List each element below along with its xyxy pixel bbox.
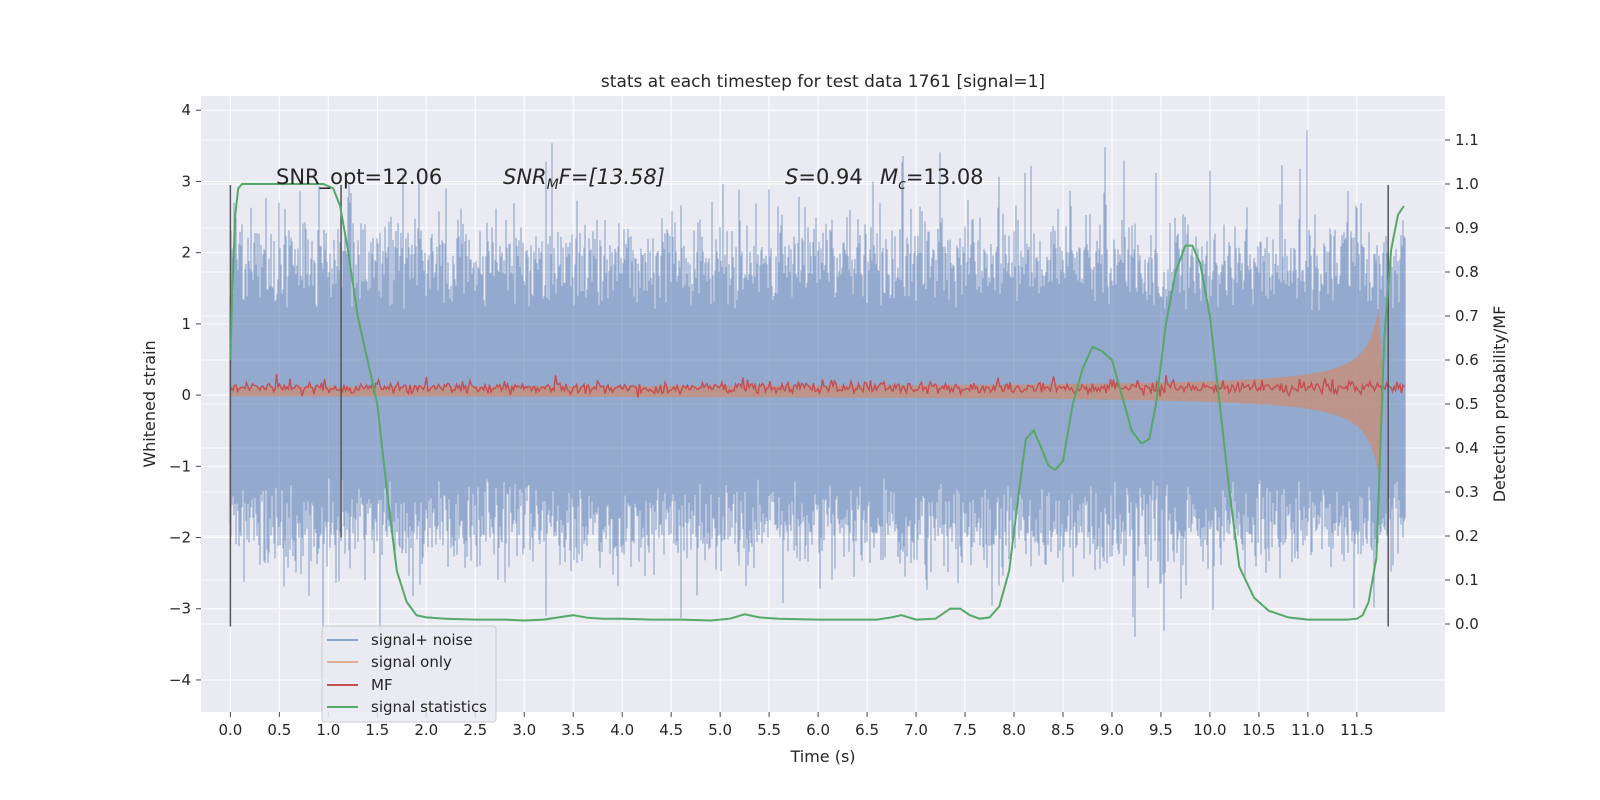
x-tick-label: 4.0 xyxy=(610,721,634,739)
y-left-tick-label: 3 xyxy=(181,172,191,190)
x-tick-label: 7.5 xyxy=(953,721,977,739)
y-right-tick-label: 0.4 xyxy=(1455,439,1479,457)
y-right-tick-label: 0.1 xyxy=(1455,571,1479,589)
y-right-tick-label: 1.1 xyxy=(1455,131,1479,149)
statistics-trace xyxy=(229,183,1405,622)
x-tick-label: 5.0 xyxy=(708,721,732,739)
x-tick-label: 9.0 xyxy=(1100,721,1124,739)
mf-trace xyxy=(229,374,1406,398)
x-tick-label: 0.0 xyxy=(218,721,242,739)
annotation-snr-mf: SNRMF=[13.58] xyxy=(503,165,665,193)
x-tick-label: 2.5 xyxy=(463,721,487,739)
y-left-tick-label: −1 xyxy=(169,457,191,475)
window-lines xyxy=(229,185,1389,627)
y-right-tick-label: 0.9 xyxy=(1455,219,1479,237)
y-left-tick-label: −3 xyxy=(169,600,191,618)
x-tick-label: 3.5 xyxy=(561,721,585,739)
chart-title: stats at each timestep for test data 176… xyxy=(601,72,1045,92)
legend-label-noise: signal+ noise xyxy=(371,631,473,649)
x-tick-label: 1.0 xyxy=(316,721,340,739)
x-tick-label: 11.5 xyxy=(1340,721,1373,739)
legend-label-stat: signal statistics xyxy=(371,698,487,716)
x-tick-label: 10.5 xyxy=(1242,721,1275,739)
y-left-axis-ticks: 4 3 2 1 0 −1 −2 −3 −4 xyxy=(169,101,201,689)
x-tick-label: 7.0 xyxy=(904,721,928,739)
y-right-tick-label: 0.6 xyxy=(1455,351,1479,369)
signal-statistics-series xyxy=(229,183,1405,622)
annotation-snr-opt: SNR_opt=12.06 xyxy=(276,165,442,190)
y-right-tick-label: 0.0 xyxy=(1455,615,1479,633)
signal-only-series xyxy=(230,308,1385,475)
y-right-tick-label: 0.8 xyxy=(1455,263,1479,281)
legend-box xyxy=(321,625,497,723)
x-tick-label: 0.5 xyxy=(267,721,291,739)
x-tick-label: 5.5 xyxy=(757,721,781,739)
signal-envelope xyxy=(230,308,1385,475)
y-axis-label-right: Detection probability/MF xyxy=(1490,306,1509,503)
y-right-axis-ticks: 1.1 1.0 0.9 0.8 0.7 0.6 0.5 0.4 0.3 0.2 0.1 0.0 xyxy=(1445,131,1479,633)
x-tick-label: 10.0 xyxy=(1193,721,1226,739)
x-tick-label: 8.5 xyxy=(1051,721,1075,739)
legend: signal+ noise signal only MF signal stat… xyxy=(321,625,497,723)
y-left-tick-label: 0 xyxy=(181,386,191,404)
annotation-mc: Mc=13.08 xyxy=(880,165,984,193)
y-left-tick-label: 4 xyxy=(181,101,191,119)
x-tick-label: 6.5 xyxy=(855,721,879,739)
y-left-tick-label: −4 xyxy=(169,671,191,689)
x-tick-label: 6.0 xyxy=(806,721,830,739)
y-right-tick-label: 0.2 xyxy=(1455,527,1479,545)
x-tick-label: 8.0 xyxy=(1002,721,1026,739)
x-tick-label: 9.5 xyxy=(1149,721,1173,739)
legend-label-mf: MF xyxy=(371,676,393,694)
y-right-tick-label: 1.0 xyxy=(1455,175,1479,193)
y-right-tick-label: 0.3 xyxy=(1455,483,1479,501)
y-right-tick-label: 0.7 xyxy=(1455,307,1479,325)
y-left-tick-label: 2 xyxy=(181,244,191,262)
mf-series xyxy=(229,374,1406,398)
x-axis-label: Time (s) xyxy=(789,747,855,766)
y-axis-label-left: Whitened strain xyxy=(140,340,159,467)
x-tick-label: 1.5 xyxy=(365,721,389,739)
y-right-tick-label: 0.5 xyxy=(1455,395,1479,413)
legend-label-signal: signal only xyxy=(371,653,452,671)
x-tick-label: 2.0 xyxy=(414,721,438,739)
x-tick-label: 3.0 xyxy=(512,721,536,739)
x-tick-label: 11.0 xyxy=(1291,721,1324,739)
y-left-tick-label: −2 xyxy=(169,529,191,547)
x-tick-label: 4.5 xyxy=(659,721,683,739)
y-left-tick-label: 1 xyxy=(181,315,191,333)
x-axis-ticks: 0.0 0.5 1.0 1.5 2.0 2.5 3.0 3.5 4.0 4.5 5.0 5.5 6.0 6… xyxy=(218,712,1374,739)
annotation-s: S=0.94 xyxy=(785,165,863,189)
